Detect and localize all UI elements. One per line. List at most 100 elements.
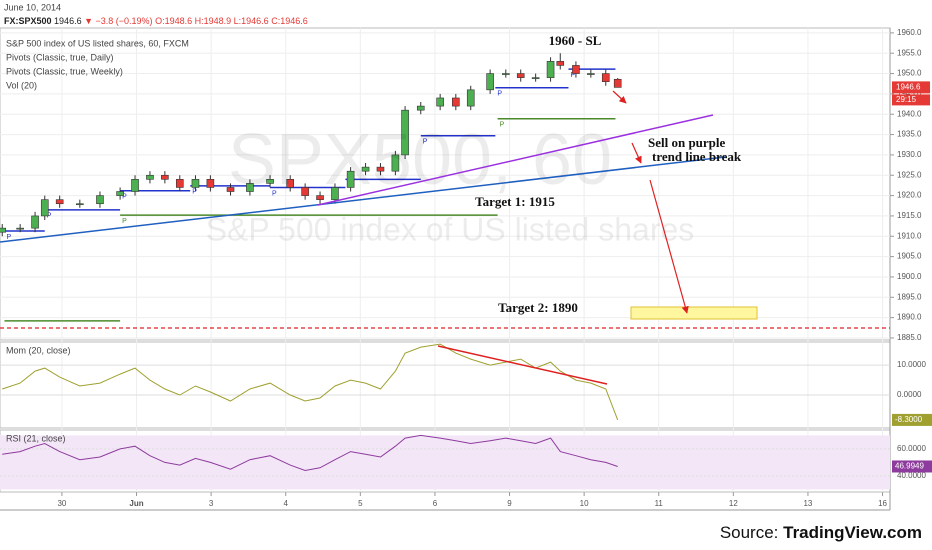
close: C:1946.6 [271,16,308,26]
pivot-label: P [122,194,127,201]
arrow [649,179,689,314]
candle-body [316,195,324,200]
candle-body [486,73,494,91]
indicator-name: RSI (21, close) [6,433,66,443]
candle-body [146,174,154,180]
open: O:1948.6 [155,16,192,26]
candle-body [301,187,309,196]
annotation: Target 1: 1915 [475,194,555,209]
indicator-name: Mom (20, close) [6,345,71,355]
trend-line [317,114,714,206]
symbol: FX:SPX500 [4,16,52,26]
candle-body [116,191,124,196]
x-tick-label: 3 [209,499,214,508]
candle-body [76,203,84,206]
candle-body [175,179,184,188]
x-tick-label: 12 [729,499,738,508]
pivot-label: P [423,139,428,146]
source-prefix: Source: [720,523,783,542]
pivot-label: P [192,189,197,196]
indicator-line [2,343,619,421]
watermark: S&P 500 index of US listed shares [206,211,695,247]
candle-body [502,73,510,75]
candle-body [572,65,580,74]
y-tick-label: 1950.0 [897,69,922,78]
last: 1946.6 [54,16,82,26]
y-tick-label: 1940.0 [897,109,922,118]
y-tick-label: 1905.0 [897,252,922,261]
candle-body [346,170,355,188]
annotation: 1960 - SL [549,33,602,48]
mom-trend-line [437,345,608,385]
y-tick-label: 1885.0 [897,333,922,342]
plot: 30 Jun 3 4 5 6 9 10 11 12 13 16 1885.0 1890.0 1895.0 19… [0,27,932,511]
candle-body [531,77,540,79]
candle-body [436,97,444,107]
candle-body [416,105,425,111]
candle-body [546,61,555,78]
y-tick-label: 40.0000 [897,471,926,480]
target-zone [630,306,758,320]
y-tick-label: 1925.0 [897,170,922,179]
y-tick-label: 0.0000 [897,390,922,399]
candle-body [31,215,39,229]
y-tick-label: 1935.0 [897,130,922,139]
candle-body [613,78,622,88]
x-tick-label: 5 [358,499,363,508]
y-tick-label: 10.0000 [897,360,926,369]
x-tick-label: 4 [283,499,288,508]
y-tick-label: 1910.0 [897,231,922,240]
candle-body [161,174,169,180]
candle-body [376,166,385,172]
legend: Pivots (Classic, true, Daily) [6,52,114,62]
header: FX:SPX500 1946.6 ▼ −3.8 (−0.19%) O:1948.… [4,16,308,26]
candle-body [40,199,49,217]
pivot-label: P [500,122,505,129]
x-tick-label: 10 [580,499,589,508]
candle-body [391,154,400,172]
candle-body [516,73,525,78]
source: Source: TradingView.com [720,523,922,542]
candle-body [556,61,565,66]
x-tick-label: 9 [507,499,512,508]
y-tick-label: 1930.0 [897,150,922,159]
indicator-line [2,434,618,472]
pivot-label: P [272,190,277,197]
y-tick-label: 1890.0 [897,313,922,322]
legend: Vol (20) [6,80,37,90]
countdown-bg [892,94,930,106]
candle-body [331,187,339,200]
y-tick-label: 60.0000 [897,444,926,453]
candle-body [55,199,64,205]
y-tick-label: 1915.0 [897,211,922,220]
value-tag-bg [892,413,932,426]
rsi-band [0,435,890,490]
y-tick-label: 1895.0 [897,292,922,301]
candle-body [361,166,370,172]
x-tick-label: 11 [655,499,664,508]
y-tick-label: 1900.0 [897,272,922,281]
candle-body [452,97,460,107]
candle-body [601,73,610,82]
annotation: Target 2: 1890 [498,300,578,315]
x-tick-label: 6 [433,499,438,508]
arrow [631,142,642,164]
candle-body [191,179,200,188]
x-tick-label: 30 [57,499,66,508]
y-tick-label: 1920.0 [897,191,922,200]
candle-body [16,227,24,230]
candle-body [266,179,274,184]
high: H:1948.9 [195,16,232,26]
candle-body [96,195,104,205]
y-tick-label: 1945.0 [897,89,922,98]
x-tick-label: Jun [129,499,143,508]
y-tick-label: 1955.0 [897,48,922,57]
pivot-label: P [570,72,575,79]
candle-body [401,109,409,156]
pivot-label: P [6,234,11,241]
candle-body [587,73,595,75]
value-tag-bg [892,460,932,473]
candle-body [0,227,7,233]
value-tag: 46.9949 [895,462,924,471]
